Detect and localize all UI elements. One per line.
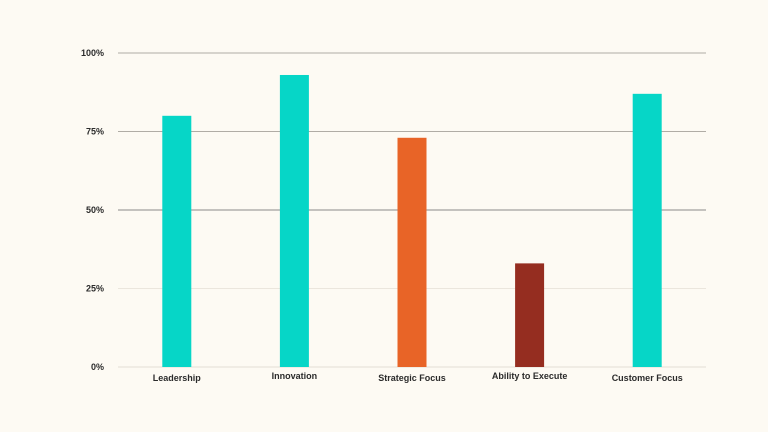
x-tick-label: Leadership [153,373,202,383]
x-tick-label: Ability to Execute [492,371,568,381]
y-tick-label: 0% [91,362,104,372]
bar-customer-focus [632,93,662,367]
bars [162,74,662,367]
y-tick-label: 25% [86,284,104,294]
x-tick-label: Customer Focus [612,373,683,383]
bar-strategic-focus [397,137,427,367]
y-tick-label: 50% [86,205,104,215]
y-tick-label: 100% [81,48,104,58]
x-axis-labels: Leadership Innovation Strategic Focus Abili… [153,371,683,383]
bar-ability-to-execute [515,263,545,367]
x-tick-label: Innovation [272,371,318,381]
x-tick-label: Strategic Focus [378,373,446,383]
bar-innovation [279,74,309,367]
y-tick-label: 75% [86,127,104,137]
y-axis-ticks: 0% 25% 50% 75% 100% [81,48,104,372]
bar-leadership [162,115,192,367]
